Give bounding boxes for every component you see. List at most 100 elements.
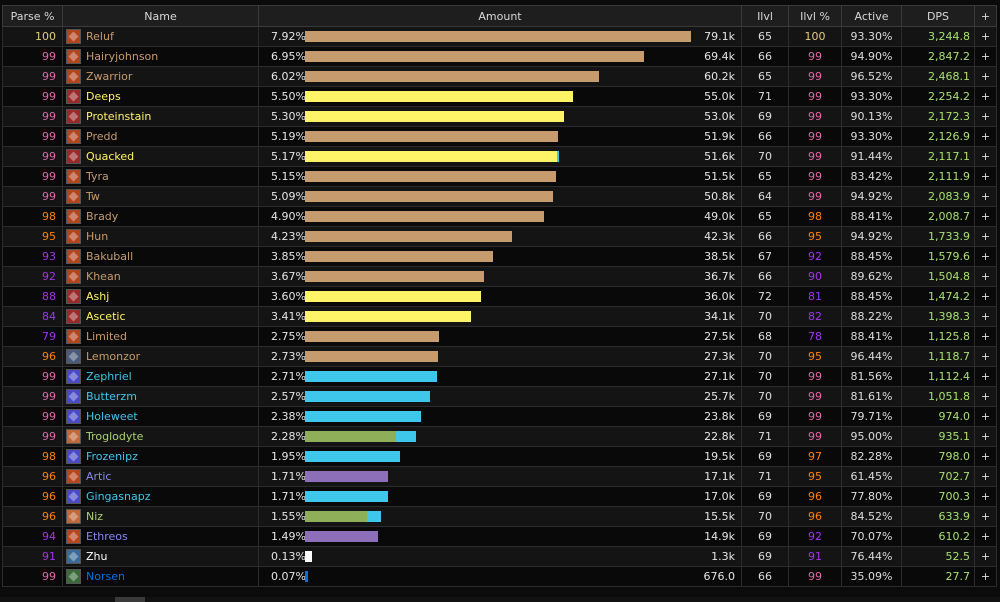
player-name-cell[interactable]: Zhu xyxy=(62,546,259,567)
player-name-cell[interactable]: Deeps xyxy=(62,86,259,107)
expand-row-button[interactable]: + xyxy=(974,166,997,187)
expand-row-button[interactable]: + xyxy=(974,526,997,547)
expand-row-button[interactable]: + xyxy=(974,546,997,567)
player-name-link[interactable]: Ashj xyxy=(86,290,110,303)
player-name-link[interactable]: Gingasnapz xyxy=(86,490,151,503)
scrollbar-thumb[interactable] xyxy=(115,597,145,602)
expand-row-button[interactable]: + xyxy=(974,46,997,67)
player-name-cell[interactable]: Limited xyxy=(62,326,259,347)
player-name-link[interactable]: Limited xyxy=(86,330,128,343)
expand-row-button[interactable]: + xyxy=(974,486,997,507)
player-name-link[interactable]: Quacked xyxy=(86,150,135,163)
table-row[interactable]: 88 Ashj 3.60% 36.0k 72 81 88.45% 1,474.2 + xyxy=(2,286,997,307)
player-name-cell[interactable]: Frozenipz xyxy=(62,446,259,467)
table-row[interactable]: 91 Zhu 0.13% 1.3k 69 91 76.44% 52.5 + xyxy=(2,546,997,567)
header-add-column-button[interactable]: + xyxy=(974,5,997,27)
expand-row-button[interactable]: + xyxy=(974,306,997,327)
header-amount[interactable]: Amount xyxy=(258,5,742,27)
table-row[interactable]: 96 Niz 1.55% 15.5k 70 96 84.52% 633.9 + xyxy=(2,506,997,527)
table-row[interactable]: 96 Lemonzor 2.73% 27.3k 70 95 96.44% 1,118.7 + xyxy=(2,346,997,367)
player-name-cell[interactable]: Lemonzor xyxy=(62,346,259,367)
player-name-link[interactable]: Reluf xyxy=(86,30,114,43)
expand-row-button[interactable]: + xyxy=(974,426,997,447)
player-name-link[interactable]: Ethreos xyxy=(86,530,128,543)
header-active[interactable]: Active xyxy=(841,5,902,27)
expand-row-button[interactable]: + xyxy=(974,266,997,287)
table-row[interactable]: 99 Tw 5.09% 50.8k 64 99 94.92% 2,083.9 + xyxy=(2,186,997,207)
expand-row-button[interactable]: + xyxy=(974,106,997,127)
expand-row-button[interactable]: + xyxy=(974,66,997,87)
player-name-cell[interactable]: Zwarrior xyxy=(62,66,259,87)
table-row[interactable]: 99 Hairyjohnson 6.95% 69.4k 66 99 94.90% 2,847.… xyxy=(2,46,997,67)
expand-row-button[interactable]: + xyxy=(974,506,997,527)
player-name-link[interactable]: Hairyjohnson xyxy=(86,50,159,63)
expand-row-button[interactable]: + xyxy=(974,406,997,427)
expand-row-button[interactable]: + xyxy=(974,326,997,347)
expand-row-button[interactable]: + xyxy=(974,346,997,367)
table-row[interactable]: 98 Brady 4.90% 49.0k 65 98 88.41% 2,008.7 + xyxy=(2,206,997,227)
player-name-cell[interactable]: Brady xyxy=(62,206,259,227)
player-name-cell[interactable]: Ethreos xyxy=(62,526,259,547)
player-name-link[interactable]: Holeweet xyxy=(86,410,138,423)
player-name-link[interactable]: Bakuball xyxy=(86,250,134,263)
table-row[interactable]: 92 Khean 3.67% 36.7k 66 90 89.62% 1,504.8 + xyxy=(2,266,997,287)
table-row[interactable]: 99 Holeweet 2.38% 23.8k 69 99 79.71% 974.0 + xyxy=(2,406,997,427)
header-dps[interactable]: DPS xyxy=(901,5,975,27)
player-name-cell[interactable]: Proteinstain xyxy=(62,106,259,127)
player-name-cell[interactable]: Khean xyxy=(62,266,259,287)
table-row[interactable]: 93 Bakuball 3.85% 38.5k 67 92 88.45% 1,579.6 + xyxy=(2,246,997,267)
player-name-cell[interactable]: Holeweet xyxy=(62,406,259,427)
table-row[interactable]: 99 Predd 5.19% 51.9k 66 99 93.30% 2,126.9 + xyxy=(2,126,997,147)
expand-row-button[interactable]: + xyxy=(974,146,997,167)
player-name-link[interactable]: Zephriel xyxy=(86,370,132,383)
table-row[interactable]: 99 Norsen 0.07% 676.0 66 99 35.09% 27.7 + xyxy=(2,566,997,587)
expand-row-button[interactable]: + xyxy=(974,366,997,387)
table-row[interactable]: 98 Frozenipz 1.95% 19.5k 69 97 82.28% 798.0 + xyxy=(2,446,997,467)
player-name-link[interactable]: Frozenipz xyxy=(86,450,138,463)
player-name-cell[interactable]: Reluf xyxy=(62,26,259,47)
player-name-link[interactable]: Deeps xyxy=(86,90,121,103)
table-row[interactable]: 100 Reluf 7.92% 79.1k 65 100 93.30% 3,244.8 + xyxy=(2,26,997,47)
player-name-link[interactable]: Predd xyxy=(86,130,118,143)
player-name-link[interactable]: Butterzm xyxy=(86,390,137,403)
player-name-cell[interactable]: Zephriel xyxy=(62,366,259,387)
player-name-cell[interactable]: Ascetic xyxy=(62,306,259,327)
expand-row-button[interactable]: + xyxy=(974,226,997,247)
table-row[interactable]: 94 Ethreos 1.49% 14.9k 69 92 70.07% 610.2 + xyxy=(2,526,997,547)
player-name-link[interactable]: Proteinstain xyxy=(86,110,152,123)
table-row[interactable]: 99 Quacked 5.17% 51.6k 70 99 91.44% 2,117.1 + xyxy=(2,146,997,167)
player-name-cell[interactable]: Troglodyte xyxy=(62,426,259,447)
player-name-link[interactable]: Ascetic xyxy=(86,310,126,323)
player-name-link[interactable]: Tw xyxy=(86,190,100,203)
table-row[interactable]: 99 Troglodyte 2.28% 22.8k 71 99 95.00% 935.1 + xyxy=(2,426,997,447)
table-row[interactable]: 99 Proteinstain 5.30% 53.0k 69 99 90.13% 2,172.… xyxy=(2,106,997,127)
table-row[interactable]: 95 Hun 4.23% 42.3k 66 95 94.92% 1,733.9 + xyxy=(2,226,997,247)
expand-row-button[interactable]: + xyxy=(974,246,997,267)
expand-row-button[interactable]: + xyxy=(974,86,997,107)
player-name-cell[interactable]: Niz xyxy=(62,506,259,527)
table-row[interactable]: 99 Zwarrior 6.02% 60.2k 65 99 96.52% 2,468.1 + xyxy=(2,66,997,87)
player-name-cell[interactable]: Bakuball xyxy=(62,246,259,267)
table-row[interactable]: 99 Butterzm 2.57% 25.7k 70 99 81.61% 1,051.8 + xyxy=(2,386,997,407)
player-name-link[interactable]: Troglodyte xyxy=(86,430,144,443)
player-name-link[interactable]: Norsen xyxy=(86,570,125,583)
player-name-link[interactable]: Zhu xyxy=(86,550,108,563)
table-row[interactable]: 84 Ascetic 3.41% 34.1k 70 82 88.22% 1,398.3 + xyxy=(2,306,997,327)
expand-row-button[interactable]: + xyxy=(974,286,997,307)
expand-row-button[interactable]: + xyxy=(974,206,997,227)
expand-row-button[interactable]: + xyxy=(974,186,997,207)
player-name-cell[interactable]: Ashj xyxy=(62,286,259,307)
header-ilvl[interactable]: Ilvl xyxy=(741,5,789,27)
player-name-link[interactable]: Zwarrior xyxy=(86,70,133,83)
player-name-cell[interactable]: Butterzm xyxy=(62,386,259,407)
header-parse[interactable]: Parse % xyxy=(2,5,63,27)
table-row[interactable]: 99 Tyra 5.15% 51.5k 65 99 83.42% 2,111.9 + xyxy=(2,166,997,187)
player-name-link[interactable]: Hun xyxy=(86,230,109,243)
player-name-link[interactable]: Artic xyxy=(86,470,112,483)
player-name-cell[interactable]: Quacked xyxy=(62,146,259,167)
expand-row-button[interactable]: + xyxy=(974,566,997,587)
expand-row-button[interactable]: + xyxy=(974,386,997,407)
player-name-link[interactable]: Lemonzor xyxy=(86,350,141,363)
player-name-cell[interactable]: Hairyjohnson xyxy=(62,46,259,67)
player-name-cell[interactable]: Tyra xyxy=(62,166,259,187)
